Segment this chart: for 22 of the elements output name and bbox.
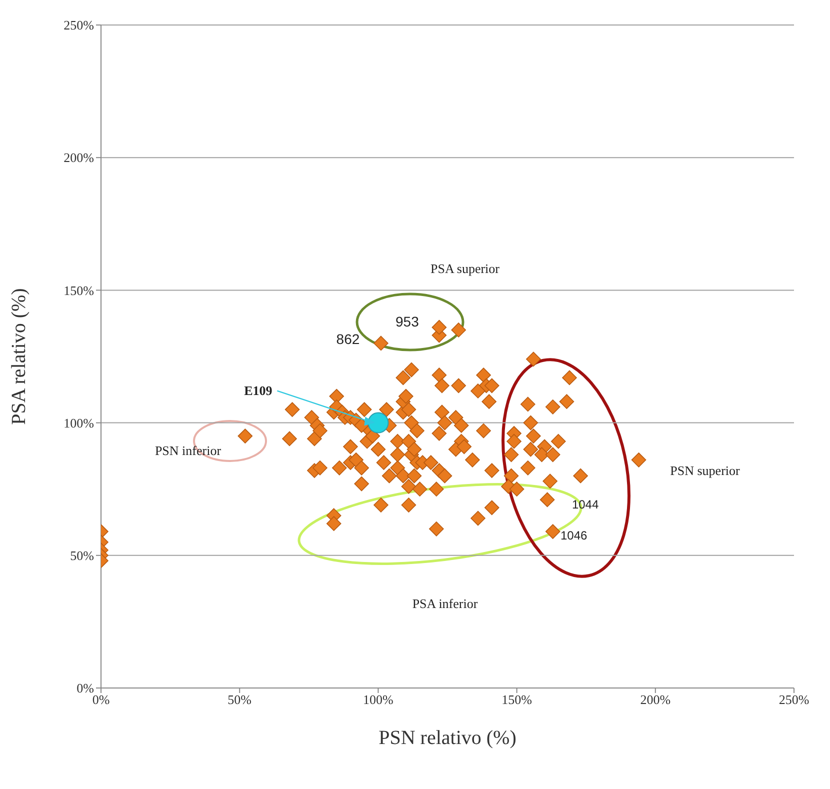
x-axis-title: PSN relativo (%) xyxy=(378,727,516,750)
annotation: PSN inferior xyxy=(154,443,222,458)
x-tick-label: 0% xyxy=(92,692,110,708)
annotation: PSA inferior xyxy=(412,596,478,611)
x-tick-label: 100% xyxy=(363,692,394,708)
annotation: 953 xyxy=(396,313,420,330)
y-tick-label: 0% xyxy=(76,680,94,696)
annotation: 1046 xyxy=(560,528,588,543)
annotation: PSN superior xyxy=(670,463,741,478)
y-tick-label: 150% xyxy=(64,282,94,298)
annotation: PSA superior xyxy=(430,261,500,276)
x-tick-label: 150% xyxy=(502,692,532,708)
y-tick-label: 250% xyxy=(64,18,94,33)
annotation: E109 xyxy=(244,382,273,398)
y-tick-label: 50% xyxy=(70,548,94,564)
x-tick-label: 50% xyxy=(228,692,252,708)
y-tick-label: 200% xyxy=(64,150,94,166)
x-tick-label: 200% xyxy=(640,692,671,708)
annotation: 862 xyxy=(336,331,360,348)
x-tick-label: 250% xyxy=(778,692,810,708)
y-axis-title: PSA relativo (%) xyxy=(8,288,30,425)
y-tick-label: 100% xyxy=(64,415,94,430)
